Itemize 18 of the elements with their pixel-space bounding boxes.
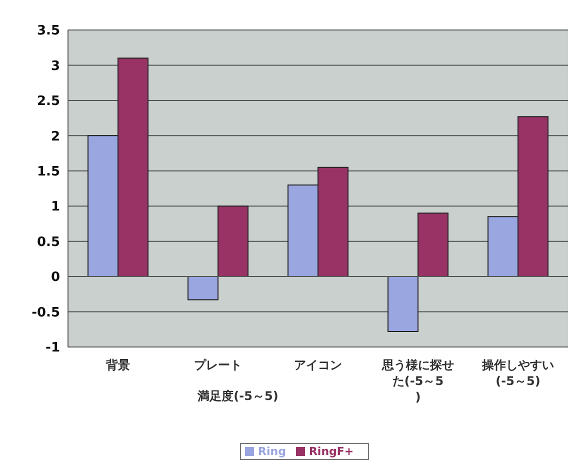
- y-tick-label: -1: [46, 340, 60, 356]
- legend-label: RingF+: [308, 445, 354, 458]
- x-tick-label: 思う様に探せた(-5～5): [381, 358, 454, 404]
- y-tick-label: 3: [50, 58, 60, 74]
- y-tick-label: 0: [50, 270, 60, 286]
- x-tick-label: プレート: [194, 358, 242, 372]
- y-tick-label: 0.5: [36, 234, 60, 250]
- x-tick-label: 背景: [105, 358, 130, 372]
- legend-label: Ring: [258, 445, 286, 458]
- x-tick-label: アイコン: [294, 358, 342, 372]
- y-tick-label: 2.5: [36, 94, 60, 110]
- text: 満足度(-5～5): [196, 388, 280, 405]
- y-tick-label: 1: [50, 200, 60, 215]
- y-tick-label: 3.5: [36, 24, 60, 39]
- y-tick-label: 2: [50, 129, 60, 144]
- y-tick-label: -0.5: [32, 305, 60, 320]
- y-tick-label: 1.5: [36, 164, 60, 180]
- x-tick-label: 操作しやすい(-5～5): [481, 358, 554, 388]
